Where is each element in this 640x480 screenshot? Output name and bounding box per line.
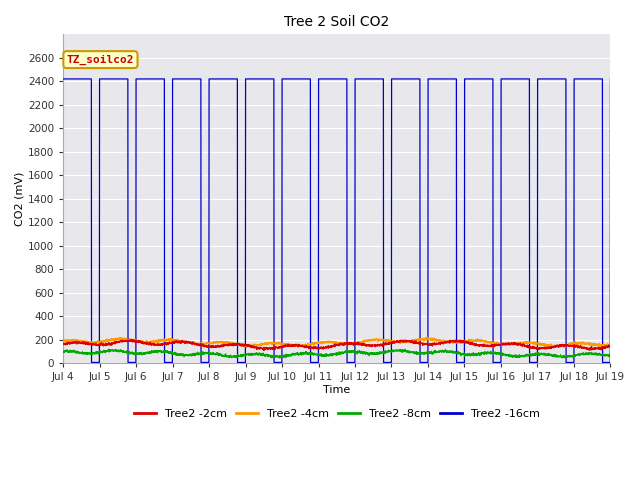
Text: TZ_soilco2: TZ_soilco2 [67,54,134,65]
X-axis label: Time: Time [323,385,350,395]
Y-axis label: CO2 (mV): CO2 (mV) [15,171,25,226]
Legend: Tree2 -2cm, Tree2 -4cm, Tree2 -8cm, Tree2 -16cm: Tree2 -2cm, Tree2 -4cm, Tree2 -8cm, Tree… [129,404,544,423]
Title: Tree 2 Soil CO2: Tree 2 Soil CO2 [284,15,389,29]
